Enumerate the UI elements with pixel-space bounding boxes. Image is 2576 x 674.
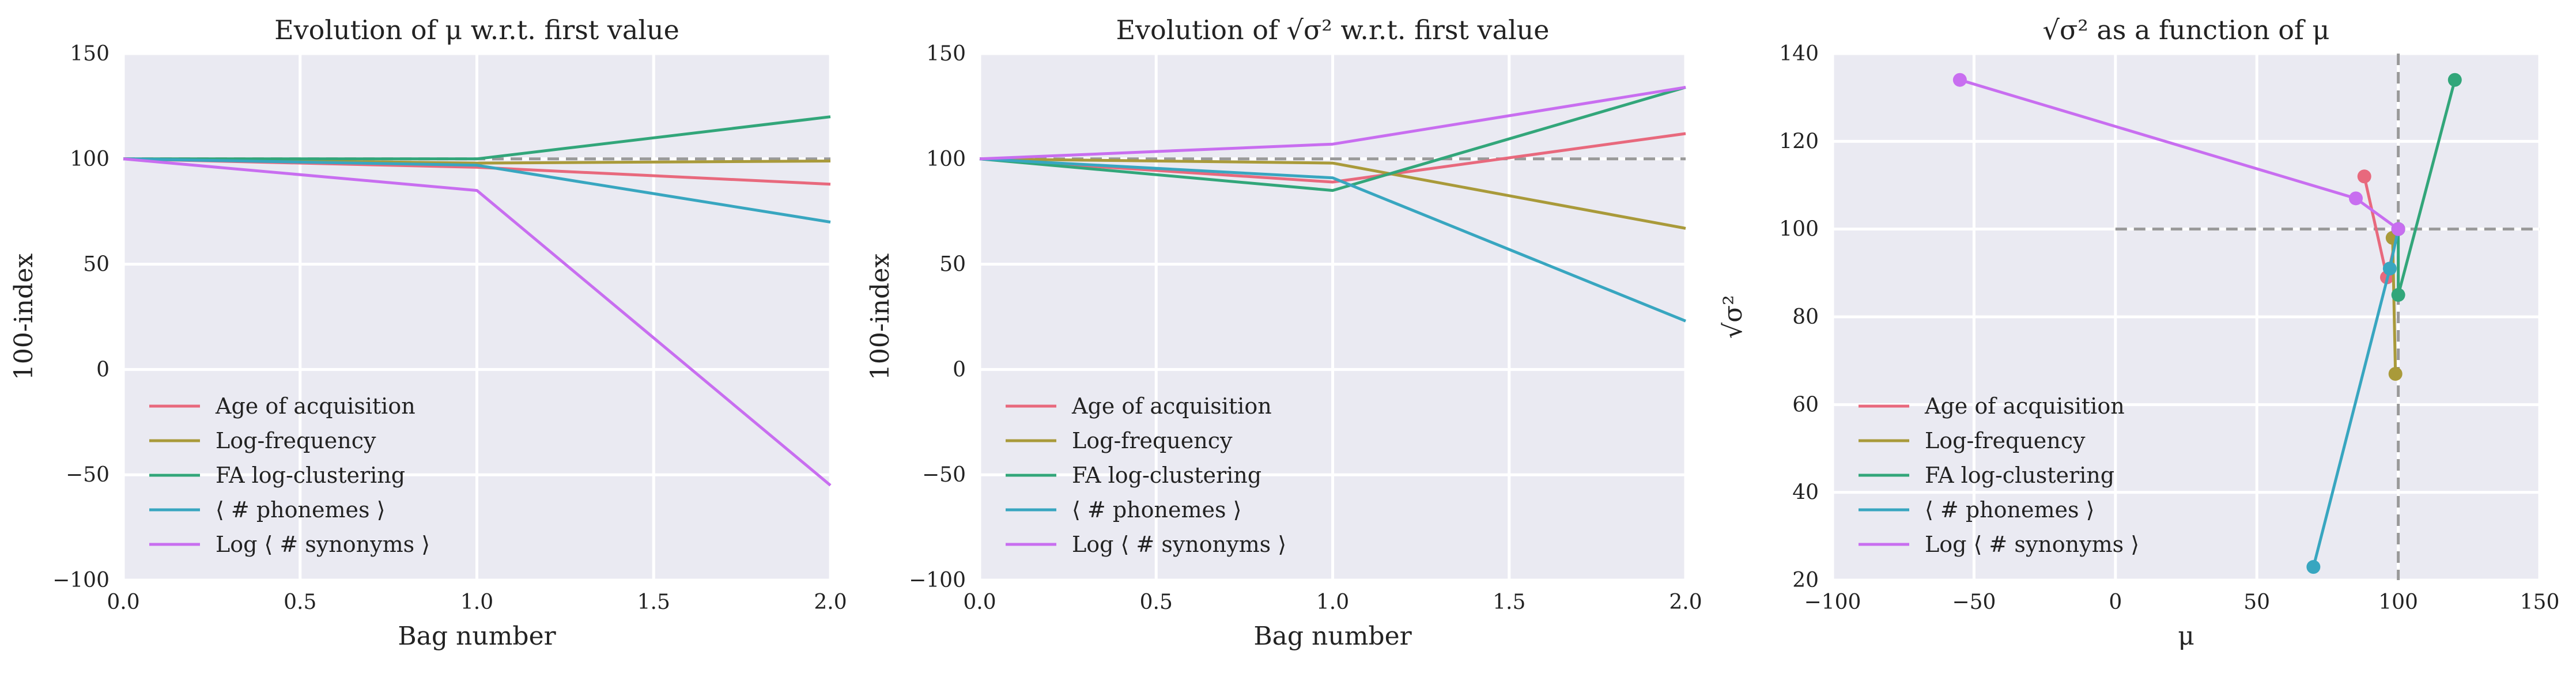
data-point-log-synonyms <box>2391 222 2405 236</box>
y-tick-label: 60 <box>1792 393 1819 416</box>
series-line-log-frequency <box>979 157 1686 230</box>
series-line-fa-log-clustering <box>123 115 831 161</box>
y-tick-label: −50 <box>922 463 966 487</box>
chart-title: Evolution of μ w.r.t. first value <box>274 14 679 46</box>
legend-label: FA log-clustering <box>216 463 405 488</box>
y-axis-label: 100-index <box>9 253 39 380</box>
series-line-fa-log-clustering <box>979 86 1686 192</box>
data-point-log-synonyms <box>1952 73 1967 87</box>
x-tick-label: 2.0 <box>814 590 847 614</box>
legend-label: FA log-clustering <box>1072 463 1261 488</box>
x-tick-label: 50 <box>2243 590 2270 614</box>
y-tick-label: 100 <box>70 147 109 171</box>
x-axis-label: Bag number <box>398 622 556 651</box>
x-tick-label: 0.0 <box>963 590 996 614</box>
data-point-fa-log-clustering <box>2391 287 2405 302</box>
chart-title: √σ² as a function of μ <box>2043 14 2330 46</box>
y-tick-label: 80 <box>1792 305 1819 329</box>
x-tick-label: 0.0 <box>107 590 139 614</box>
y-tick-label: 140 <box>1779 42 1819 66</box>
x-tick-label: 1.5 <box>1493 590 1525 614</box>
x-tick-label: 0.5 <box>284 590 316 614</box>
data-point-log-frequency <box>2388 367 2403 381</box>
legend-label: Log ⟨ # synonyms ⟩ <box>1925 532 2139 557</box>
chart-panel-mu-evolution: 0.0 0.5 1.0 1.5 2.0 −100 −50 0 50 100 150 Evolution… <box>9 14 847 651</box>
data-point-phonemes <box>2382 262 2397 276</box>
x-axis-label: Bag number <box>1253 622 1412 651</box>
y-tick-label: −100 <box>52 569 109 592</box>
legend-label: FA log-clustering <box>1925 463 2114 488</box>
y-tick-label: 100 <box>1779 218 1819 241</box>
x-tick-label: 1.5 <box>637 590 670 614</box>
data-point-fa-log-clustering <box>2447 73 2462 87</box>
x-tick-label: 1.0 <box>1316 590 1349 614</box>
y-tick-label: 120 <box>1779 130 1819 153</box>
y-tick-label: −50 <box>66 463 109 487</box>
chart-panel-sigma-vs-mu: −100 −50 0 50 100 150 20 40 60 80 100 120 140 √σ² as … <box>1718 14 2559 651</box>
legend-label: ⟨ # phonemes ⟩ <box>216 497 385 522</box>
legend-label: ⟨ # phonemes ⟩ <box>1072 497 1241 522</box>
x-tick-label: 2.0 <box>1669 590 1702 614</box>
legend-label: Log-frequency <box>1925 428 2086 453</box>
y-axis-label: 100-index <box>866 253 895 380</box>
series-line-log-synonyms <box>123 157 832 487</box>
y-tick-label: 50 <box>939 253 966 277</box>
x-tick-label: 0 <box>2109 590 2122 614</box>
legend-label: Log-frequency <box>1072 428 1233 453</box>
legend-label: Age of acquisition <box>1071 393 1272 419</box>
x-tick-label: 150 <box>2520 590 2560 614</box>
y-tick-label: 150 <box>926 42 966 66</box>
x-tick-label: 100 <box>2378 590 2418 614</box>
y-tick-label: 0 <box>953 358 966 381</box>
y-tick-label: 40 <box>1792 481 1819 505</box>
y-axis-label: √σ² <box>1718 295 1748 339</box>
series-line-phonemes <box>979 157 1686 323</box>
y-tick-label: 50 <box>83 253 109 277</box>
chart-panel-sigma-evolution: 0.0 0.5 1.0 1.5 2.0 −100 −50 0 50 100 150 Evolution… <box>866 14 1702 651</box>
data-point-age-of-acquisition <box>2357 169 2371 184</box>
data-point-log-synonyms <box>2348 191 2363 206</box>
legend-label: Age of acquisition <box>1924 393 2125 419</box>
y-tick-label: 150 <box>70 42 109 66</box>
legend-label: Log ⟨ # synonyms ⟩ <box>216 532 430 557</box>
data-point-phonemes <box>2306 560 2321 574</box>
legend-label: ⟨ # phonemes ⟩ <box>1925 497 2094 522</box>
x-tick-label: 0.5 <box>1140 590 1173 614</box>
chart-title: Evolution of √σ² w.r.t. first value <box>1116 14 1549 46</box>
series-line-phonemes <box>123 157 831 224</box>
y-tick-label: 0 <box>96 358 109 381</box>
x-axis-label: μ <box>2178 622 2194 651</box>
x-tick-label: −100 <box>1804 590 1861 614</box>
legend-label: Log ⟨ # synonyms ⟩ <box>1072 532 1286 557</box>
y-tick-label: 100 <box>926 147 966 171</box>
legend-label: Log-frequency <box>216 428 376 453</box>
series-line-log-synonyms <box>979 86 1686 161</box>
legend-label: Age of acquisition <box>215 393 416 419</box>
y-tick-label: −100 <box>909 569 966 592</box>
y-tick-label: 20 <box>1792 569 1819 592</box>
x-tick-label: −50 <box>1952 590 1996 614</box>
x-tick-label: 1.0 <box>460 590 493 614</box>
